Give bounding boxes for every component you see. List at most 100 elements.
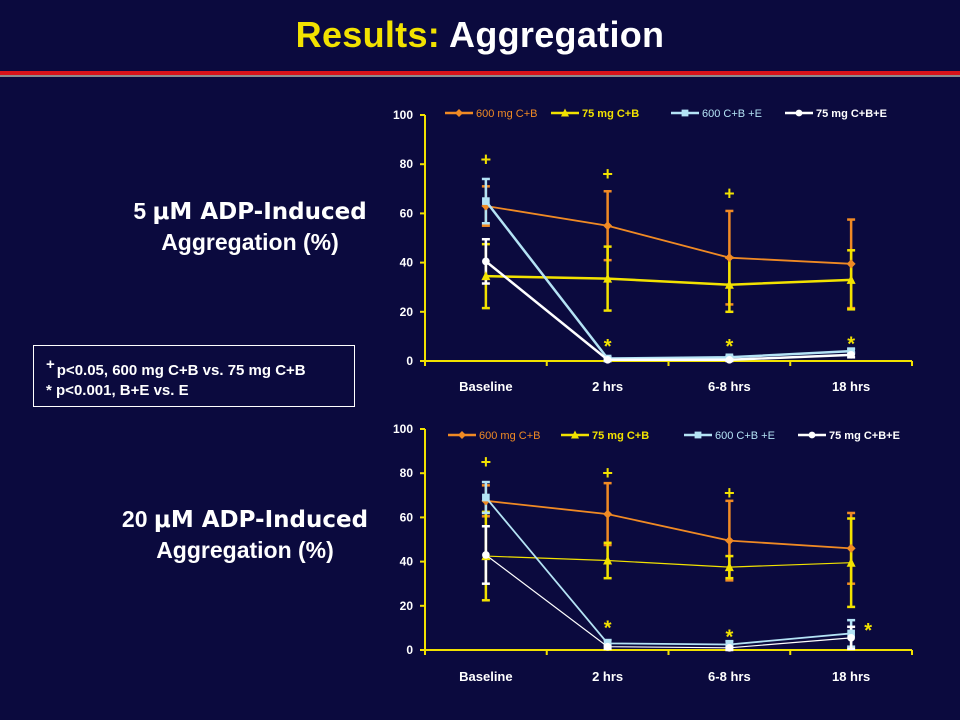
chart2-significance-mark: * [864,620,872,642]
chart2-y-tick-label: 80 [400,466,414,480]
chart1-data-point [482,257,490,266]
slide-title: Results: Aggregation [0,14,960,56]
chart2-data-point [846,557,856,567]
note-star-text: p<0.001, B+E vs. E [56,382,189,399]
chart1-title-prefix: 5 [133,198,153,224]
chart2-y-tick-label: 60 [400,510,414,524]
chart2-legend-swatch-marker [694,431,702,439]
chart2-y-tick-label: 20 [400,599,414,613]
chart2-x-tick-label: Baseline [459,669,512,684]
chart2-series-line [485,555,852,568]
chart1-significance-mark: + [724,184,735,204]
chart1-data-point [725,355,734,364]
chart1-x-tick-label: Baseline [459,379,512,394]
title-part-1: Results: [295,14,450,55]
chart1-legend-swatch-marker [561,108,569,117]
chart2-y-tick-label: 0 [406,643,413,657]
chart1-series-line [484,200,852,360]
chart2-data-point [846,543,856,553]
title-underline-red [0,71,960,75]
chart2-data-point [603,509,613,519]
chart1-legend-label: 75 mg C+B+E [816,108,887,120]
chart2-legend-swatch-marker [571,430,579,439]
chart1-legend-swatch-marker [455,109,463,117]
chart1-data-point [481,271,491,281]
title-underline-grey [0,75,960,77]
chart2-legend-swatch-marker [458,431,466,439]
note-plus: + p<0.05, 600 mg C+B vs. 75 mg C+B [46,356,306,379]
chart1-y-tick-label: 100 [393,108,413,122]
chart2-x-tick-label: 18 hrs [832,669,870,684]
chart1-series-line [485,205,852,265]
chart1-significance-mark: * [725,336,733,358]
chart1-data-point [847,351,855,359]
chart2-title-line1: 20 μM ADP-Induced [100,504,390,535]
chart1-significance-mark: + [481,149,492,169]
chart1-significance-mark: * [604,336,612,358]
chart1-significance-mark: * [847,333,855,355]
chart2-data-point [482,493,490,502]
chart2-significance-mark: + [481,452,492,472]
chart1-legend-label: 600 C+B +E [702,108,762,120]
chart2-data-point [847,629,855,638]
chart2-series-line [485,496,852,646]
significance-notes-box: + p<0.05, 600 mg C+B vs. 75 mg C+B * p<0.… [33,345,355,407]
chart2-x-tick-label: 2 hrs [592,669,623,684]
chart1-series-line [485,260,852,362]
chart1-data-point [482,197,490,205]
chart1-data-point [846,259,856,269]
chart1-side-label: 5 μM ADP-Induced Aggregation (%) [115,196,385,257]
chart2-significance-mark: + [724,483,735,503]
chart1-y-tick-label: 60 [400,206,414,220]
chart2-significance-mark: + [602,463,613,483]
note-plus-text: p<0.05, 600 mg C+B vs. 75 mg C+B [56,362,306,379]
chart1-x-tick-label: 6-8 hrs [708,379,751,394]
chart2-title-line2: Aggregation (%) [156,537,334,563]
chart1-x-tick-label: 18 hrs [832,379,870,394]
chart2-side-label: 20 μM ADP-Induced Aggregation (%) [100,504,390,565]
chart2-legend-label: 75 mg C+B+E [829,430,900,442]
chart2-data-point [603,555,613,565]
chart1-legend-label: 600 mg C+B [476,108,537,120]
note-star-symbol: * [46,382,52,399]
chart1-series-line [485,274,852,286]
chart1-data-point [846,274,856,284]
chart2-data-point [724,562,734,572]
chart2-y-tick-label: 40 [400,555,414,569]
chart2-y-tick-label: 100 [393,422,413,436]
chart2-series-line [485,499,852,550]
chart1-title-unit: μM ADP-Induced [152,199,367,225]
chart-5um-aggregation: 0 20 40 60 80 100 Baseline 2 hrs 6-8 hrs 18 hrs + +… [393,108,913,394]
chart1-legend-label: 75 mg C+B [582,108,639,120]
chart2-legend-label: 75 mg C+B [592,430,649,442]
chart2-data-point [847,634,855,642]
note-plus-symbol: + [46,356,55,373]
chart1-y-tick-label: 20 [400,305,414,319]
chart2-title-unit: μM ADP-Induced [153,507,369,533]
chart1-y-tick-label: 80 [400,157,414,171]
chart2-title-prefix: 20 [121,506,154,532]
chart1-y-tick-label: 0 [406,354,413,368]
chart1-data-point [481,201,491,211]
chart2-x-tick-label: 6-8 hrs [708,669,751,684]
chart2-legend-label: 600 mg C+B [479,430,540,442]
chart1-data-point [603,273,613,283]
chart2-significance-mark: * [604,618,612,640]
chart2-series-line [485,554,852,649]
chart1-data-point [724,279,734,289]
chart2-legend-swatch-marker [808,431,816,439]
chart-20um-aggregation: 0 20 40 60 80 100 Baseline 2 hrs 6-8 hrs 18 hrs + +… [393,422,913,684]
chart2-legend-label: 600 C+B +E [715,430,775,442]
chart1-significance-mark: + [602,164,613,184]
title-part-2: Aggregation [449,14,665,55]
chart1-legend-swatch-marker [795,109,803,117]
chart2-significance-mark: * [725,627,733,649]
chart1-data-point [603,355,612,364]
chart2-data-point [482,551,490,559]
chart2-data-point [603,642,612,651]
chart1-title-line1: 5 μM ADP-Induced [115,196,385,227]
chart1-y-tick-label: 40 [400,256,414,270]
chart1-legend-swatch-marker [681,109,689,117]
chart2-data-point [724,536,734,546]
note-star: * p<0.001, B+E vs. E [46,382,189,399]
